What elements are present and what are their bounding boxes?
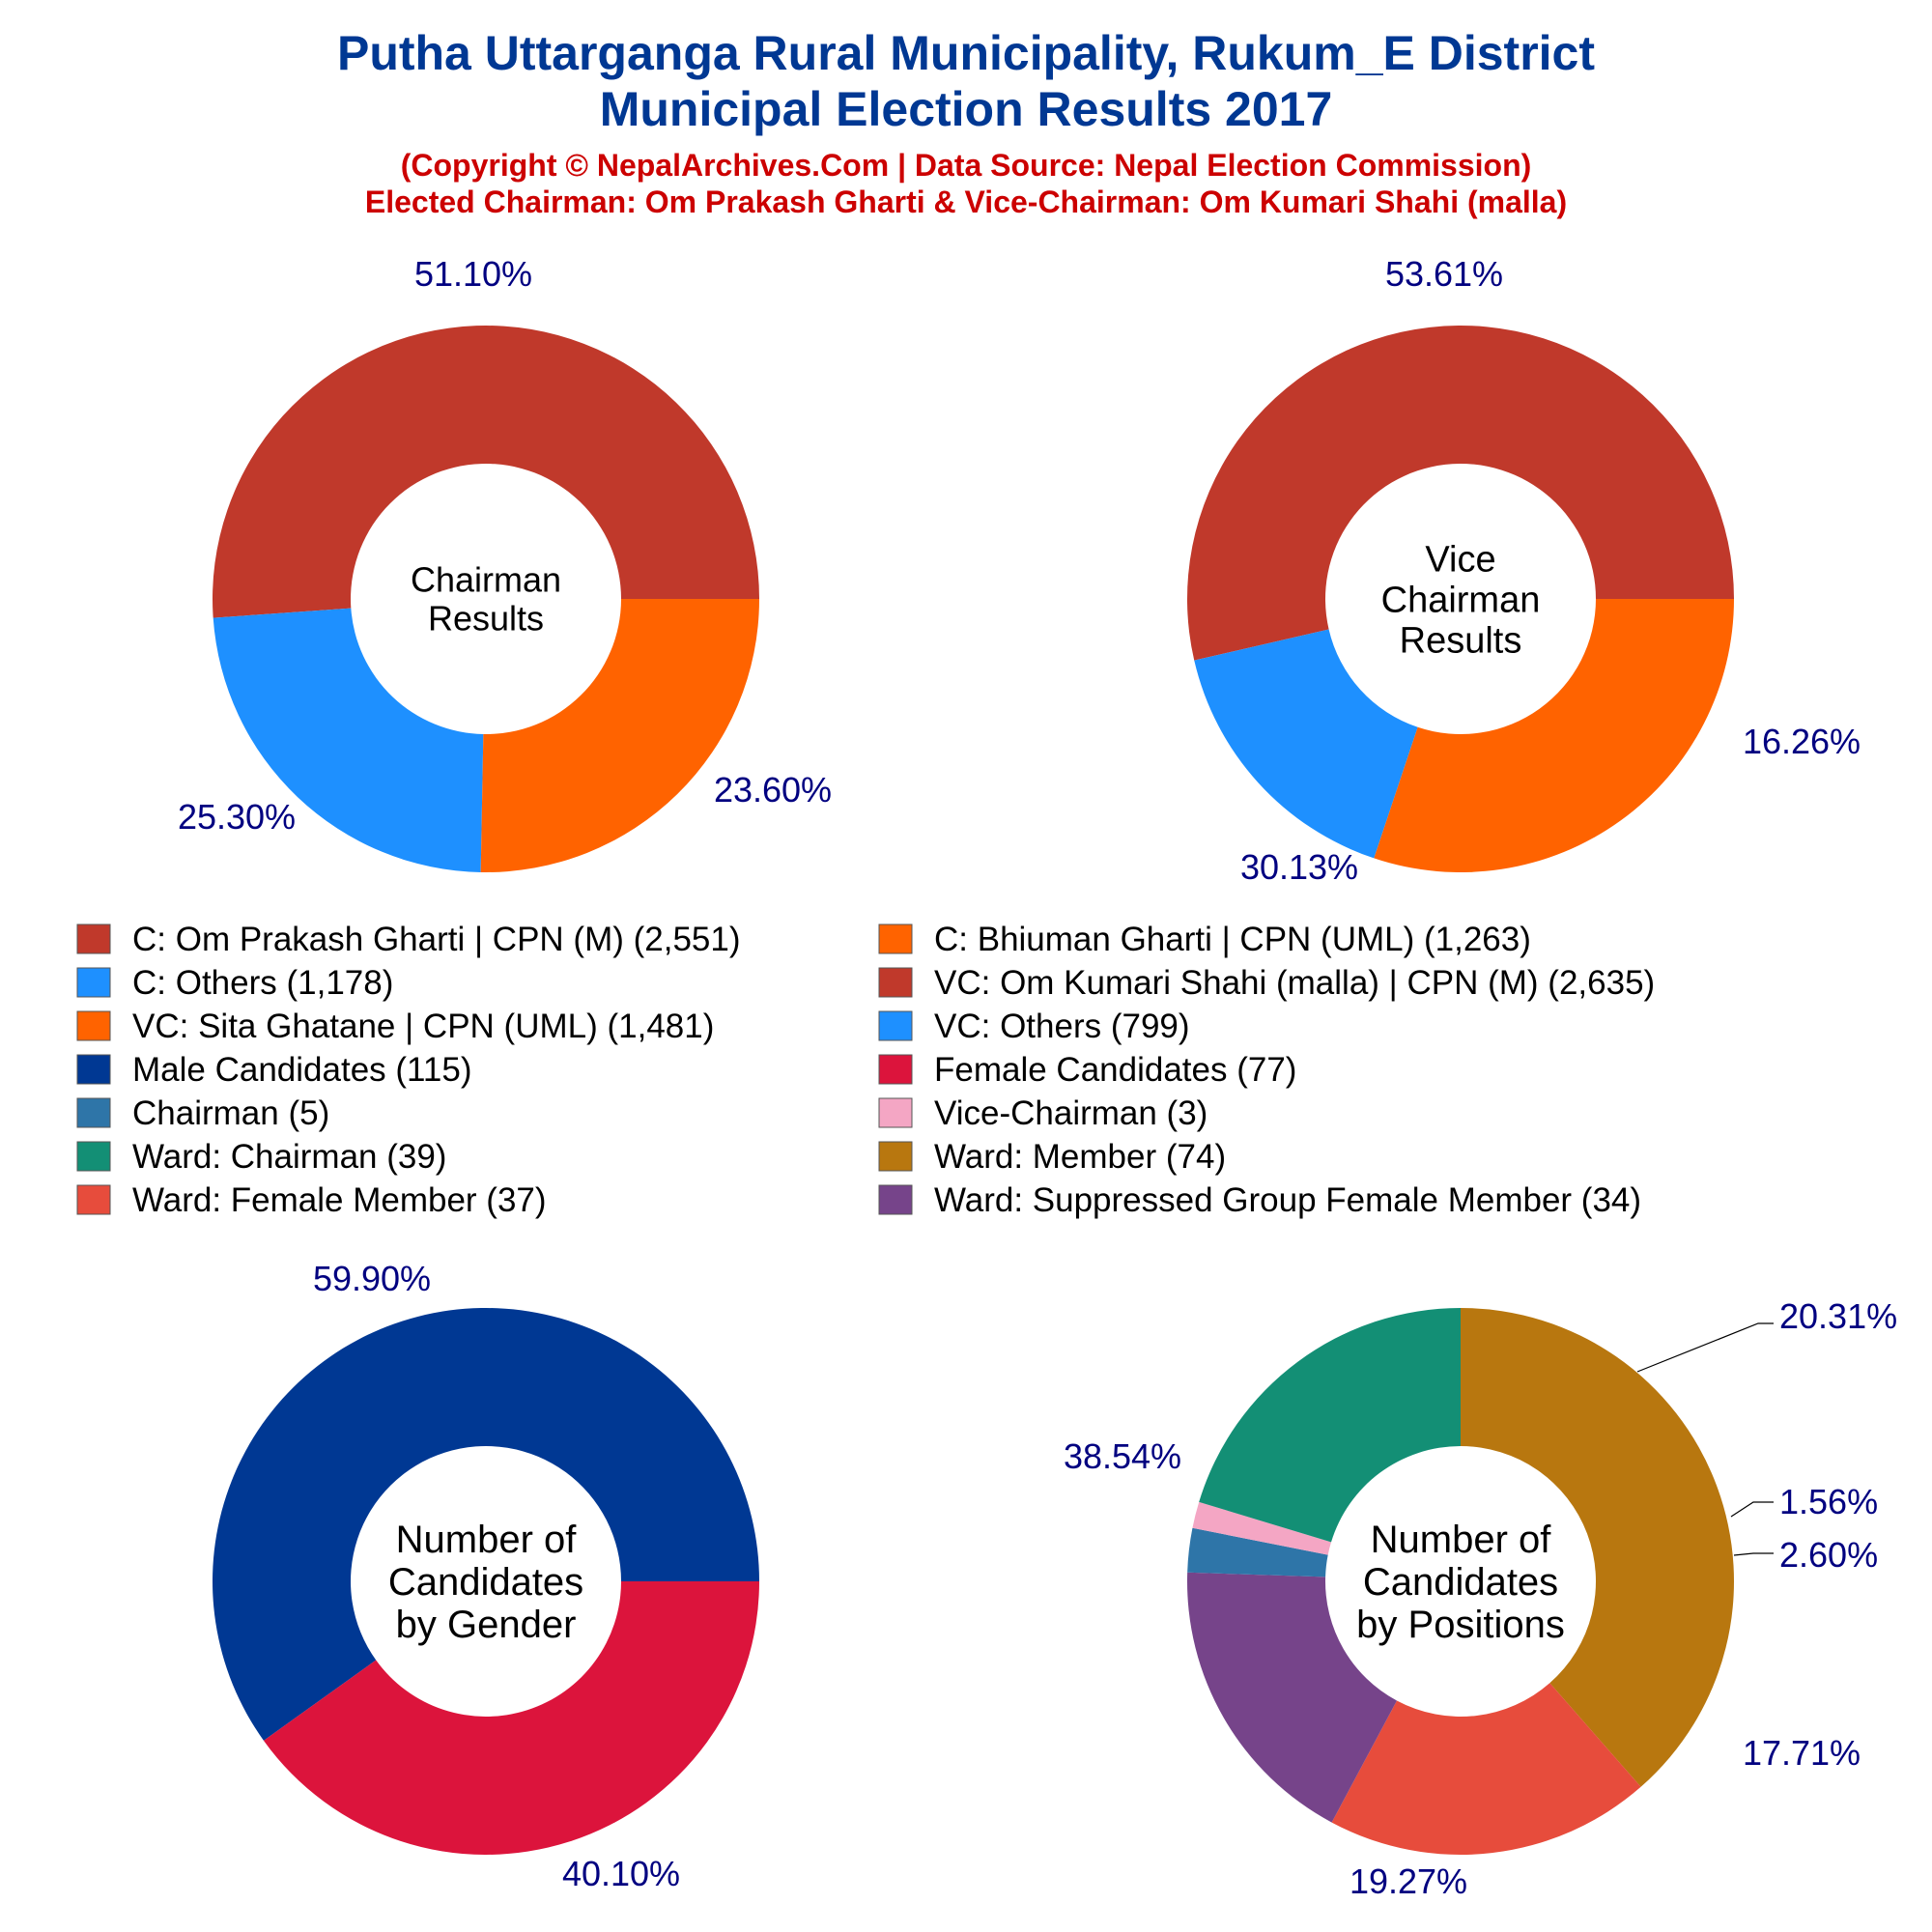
slice-percent-label: 2.60% [1779, 1535, 1878, 1575]
legend-label: Ward: Female Member (37) [132, 1181, 547, 1219]
subtitle-elected: Elected Chairman: Om Prakash Gharti & Vi… [365, 185, 1567, 219]
legend-label: VC: Om Kumari Shahi (malla) | CPN (M) (2… [934, 964, 1655, 1002]
pie-slice [1461, 1308, 1734, 1787]
pie-slice [1194, 629, 1418, 859]
legend-swatch [878, 1054, 913, 1085]
legend-label: Chairman (5) [132, 1094, 329, 1132]
legend-label: VC: Sita Ghatane | CPN (UML) (1,481) [132, 1008, 714, 1045]
legend-swatch [76, 923, 111, 954]
center-label-line: Results [1400, 620, 1522, 661]
legend-swatch [76, 1054, 111, 1085]
pie-slice [1187, 326, 1734, 661]
slice-percent-label: 1.56% [1779, 1482, 1878, 1521]
slice-percent-label: 59.90% [313, 1259, 431, 1298]
leader-line [1730, 1501, 1774, 1518]
legend: C: Om Prakash Gharti | CPN (M) (2,551) C:… [76, 921, 1655, 1219]
pie-slice [213, 326, 759, 618]
legend-label: C: Bhiuman Gharti | CPN (UML) (1,263) [934, 921, 1531, 958]
leader-line [1733, 1552, 1774, 1556]
legend-swatch [76, 1184, 111, 1215]
legend-label: Female Candidates (77) [934, 1051, 1296, 1089]
center-label-line: Candidates [1363, 1561, 1558, 1604]
center-label-line: Number of [396, 1519, 578, 1561]
slice-percent-label: 19.27% [1350, 1861, 1467, 1901]
legend-swatch [878, 1010, 913, 1041]
pie-slice [1187, 1527, 1328, 1577]
pie-slice [1187, 1572, 1398, 1823]
pie-slice [213, 1308, 760, 1741]
slice-percent-label: 30.13% [1240, 847, 1358, 887]
candidates-by-positions-donut: 38.54% 20.31% 1.56% 2.60% 17.71% 19.27% Number… [1064, 1296, 1897, 1901]
legend-label: Ward: Member (74) [934, 1138, 1226, 1176]
slice-percent-label: 23.60% [714, 770, 832, 810]
legend-swatch [878, 967, 913, 998]
pie-slice [263, 1581, 760, 1855]
legend-label: C: Others (1,178) [132, 964, 393, 1002]
slice-percent-label: 17.71% [1743, 1733, 1861, 1773]
slice-percent-label: 20.31% [1779, 1296, 1897, 1336]
slice-percent-label: 16.26% [1743, 722, 1861, 761]
legend-swatch [76, 1141, 111, 1172]
center-label-line: by Positions [1356, 1604, 1565, 1646]
center-label-line: Number of [1371, 1519, 1552, 1561]
slice-percent-label: 53.61% [1385, 254, 1503, 294]
legend-swatch [878, 1184, 913, 1215]
pie-slice [1331, 1683, 1641, 1855]
leader-line [1636, 1322, 1774, 1373]
center-label-line: Candidates [388, 1561, 583, 1604]
slice-percent-label: 51.10% [414, 254, 532, 294]
center-label-line: Vice [1425, 539, 1495, 580]
legend-swatch [76, 1097, 111, 1128]
center-label-line: Results [428, 599, 544, 639]
slice-percent-label: 40.10% [562, 1854, 680, 1893]
pie-slice [213, 608, 484, 872]
legend-label: VC: Others (799) [934, 1008, 1190, 1045]
legend-swatch [878, 1097, 913, 1128]
slice-percent-label: 25.30% [178, 797, 296, 837]
pie-slice [480, 599, 759, 872]
legend-label: Male Candidates (115) [132, 1051, 472, 1089]
slice-percent-label: 38.54% [1064, 1436, 1181, 1476]
legend-swatch [878, 923, 913, 954]
legend-label: Vice-Chairman (3) [934, 1094, 1208, 1132]
pie-slice [1199, 1308, 1461, 1543]
subtitle-copyright: (Copyright © NepalArchives.Com | Data So… [401, 148, 1532, 183]
center-label-line: Chairman [1381, 580, 1541, 620]
title-line-1: Putha Uttarganga Rural Municipality, Ruk… [337, 26, 1595, 80]
pie-slice [1374, 599, 1734, 872]
center-label-line: by Gender [396, 1604, 577, 1646]
legend-swatch [76, 1010, 111, 1041]
legend-label: Ward: Suppressed Group Female Member (34… [934, 1181, 1641, 1219]
legend-label: Ward: Chairman (39) [132, 1138, 446, 1176]
pie-slice [1192, 1501, 1332, 1555]
center-label-line: Chairman [411, 560, 561, 600]
legend-label: C: Om Prakash Gharti | CPN (M) (2,551) [132, 921, 741, 958]
legend-swatch [76, 967, 111, 998]
legend-swatch [878, 1141, 913, 1172]
title-line-2: Municipal Election Results 2017 [600, 82, 1333, 136]
